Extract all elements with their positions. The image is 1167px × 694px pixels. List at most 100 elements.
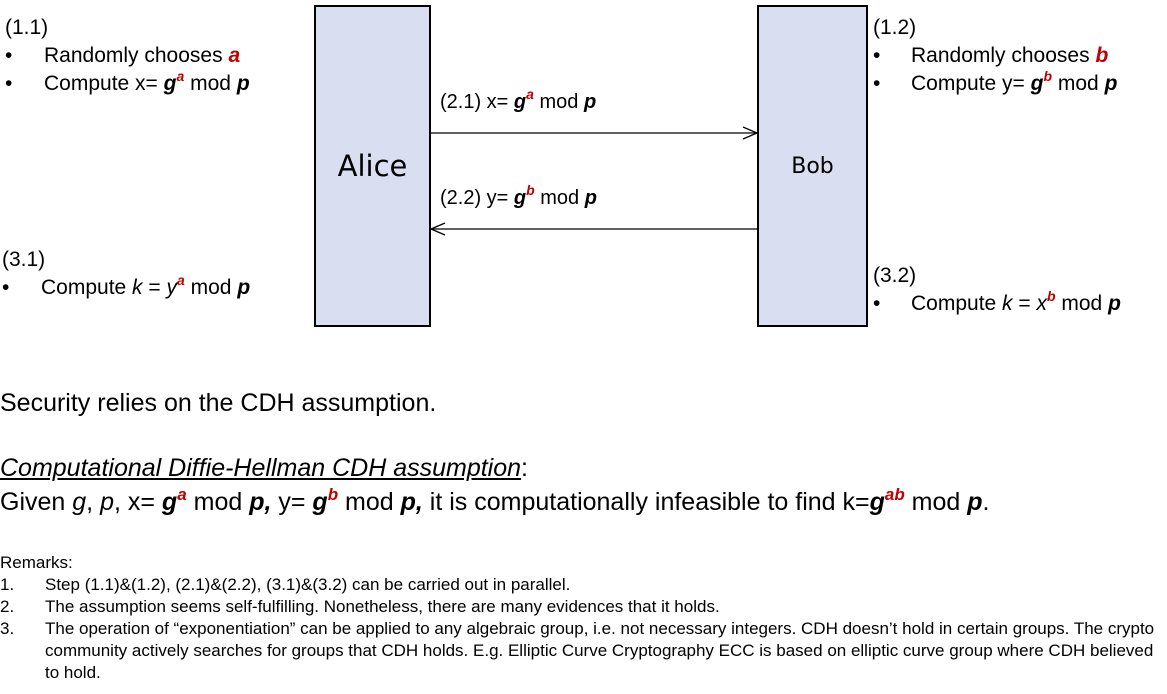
exp-a: a <box>177 485 187 504</box>
exp-a: a <box>176 68 185 84</box>
remarks-title: Remarks: <box>0 553 73 572</box>
compute-text: Compute <box>41 276 133 299</box>
modulus-p: p <box>967 488 983 516</box>
step-1-2-compute: • Compute y= gb mod p <box>873 68 1118 98</box>
modulus-p: p <box>237 276 251 299</box>
step-1-1-compute: • Compute x= ga mod p <box>5 68 250 98</box>
cdh-heading: Computational Diffie-Hellman CDH assumpt… <box>0 454 522 482</box>
mod-text: mod <box>533 91 584 113</box>
remark-item: 2. The assumption seems self-fulfilling. … <box>0 596 1160 618</box>
given-text: Given <box>0 488 73 516</box>
mod-text: mod <box>186 488 250 516</box>
step-1-2-choose: • Randomly chooses b <box>873 42 1117 70</box>
base-g: g <box>161 488 178 516</box>
compute-text: Compute <box>911 292 1003 315</box>
mod-text: mod <box>534 187 585 209</box>
exp-a: a <box>526 86 534 102</box>
compute-text: Compute x= <box>44 72 164 95</box>
modulus-p: p <box>1108 292 1121 315</box>
remark-number: 3. <box>0 619 15 638</box>
security-statement: Security relies on the CDH assumption. <box>0 389 437 417</box>
base-g: g <box>312 488 328 516</box>
remark-number: 1. <box>0 575 15 594</box>
step-3-2-header: (3.2) <box>873 264 917 287</box>
remark-item: 3. The operation of “exponentiation” can … <box>0 618 1160 684</box>
step-3-2-compute: • Compute k = xb mod p <box>873 288 1121 318</box>
message-2-2: (2.2) y= gb mod p <box>440 183 597 210</box>
remark-item: 1. Step (1.1)&(1.2), (2.1)&(2.2), (3.1)&(… <box>0 574 1160 596</box>
secret-b: b <box>1095 44 1109 67</box>
bullet: • <box>873 72 881 95</box>
step-3-2: (3.2) • Compute k = xb mod p <box>873 262 1121 318</box>
exp-b: b <box>327 485 339 504</box>
remark-number: 2. <box>0 597 15 616</box>
equals: = <box>142 276 167 299</box>
step-3-1-header: (3.1) <box>2 248 46 271</box>
secret-a: a <box>228 44 241 67</box>
modulus-p: p <box>583 91 597 113</box>
step-1-1-choose: • Randomly chooses a <box>5 42 250 70</box>
exp-b: b <box>526 182 535 198</box>
period: . <box>982 488 990 516</box>
exp-b: b <box>1043 68 1053 84</box>
key-k: k <box>1002 292 1013 315</box>
remark-text: The assumption seems self-fulfilling. No… <box>45 597 720 616</box>
alice-label: Alice <box>337 149 408 183</box>
modulus-p: p, <box>249 488 272 516</box>
infeasible-text: it is computationally infeasible to find… <box>422 488 870 516</box>
step-3-1: (3.1) • Compute k = ya mod p <box>2 246 250 302</box>
mod-text: mod <box>184 72 237 95</box>
bullet: • <box>5 44 13 67</box>
comma: , <box>86 488 101 516</box>
step-1-2-header: (1.2) <box>873 16 917 39</box>
var-g: g <box>72 488 87 516</box>
message-2-1: (2.1) x= ga mod p <box>440 87 597 114</box>
mod-text: mod <box>904 488 968 516</box>
exp-b: b <box>1046 288 1056 304</box>
mod-text: mod <box>184 276 238 299</box>
base-y: y <box>166 276 177 299</box>
mod-text: mod <box>338 488 401 516</box>
modulus-p: p <box>1104 72 1118 95</box>
bullet: • <box>873 44 881 67</box>
bob-box: Bob <box>757 5 868 327</box>
modulus-p: p, <box>400 488 423 516</box>
mod-text: mod <box>1052 72 1105 95</box>
base-g: g <box>163 72 177 95</box>
remark-text: The operation of “exponentiation” can be… <box>45 619 1155 682</box>
message-prefix: (2.2) y= <box>440 187 514 209</box>
var-p: p <box>100 488 114 516</box>
base-x: x <box>1036 292 1047 315</box>
step-1-1: (1.1) • Randomly chooses a • Compute x= ga… <box>5 14 250 98</box>
alice-box: Alice <box>314 5 431 327</box>
key-k: k <box>132 276 143 299</box>
x-prefix: , x= <box>113 488 162 516</box>
step-1-2: (1.2) • Randomly chooses b • Compute y= gb… <box>873 14 1117 98</box>
bullet: • <box>873 292 881 315</box>
base-g: g <box>1030 72 1044 95</box>
base-g: g <box>513 187 527 209</box>
exp-a: a <box>176 272 185 288</box>
step-3-1-compute: • Compute k = ya mod p <box>2 272 251 302</box>
step-1-1-header: (1.1) <box>5 16 49 39</box>
cdh-statement: Given g, p, x= ga mod p, y= gb mod p, it… <box>0 485 990 517</box>
mod-text: mod <box>1055 292 1109 315</box>
remark-text: Step (1.1)&(1.2), (2.1)&(2.2), (3.1)&(3.… <box>45 575 571 594</box>
bob-label: Bob <box>791 153 834 179</box>
remarks: Remarks: 1. Step (1.1)&(1.2), (2.1)&(2.2)… <box>0 552 1160 684</box>
exp-ab: ab <box>884 485 905 504</box>
choose-text: Randomly chooses <box>44 44 229 67</box>
arrowhead-left-icon <box>429 222 446 236</box>
modulus-p: p <box>584 187 597 209</box>
base-g: g <box>513 91 527 113</box>
modulus-p: p <box>236 72 250 95</box>
y-prefix: y= <box>271 488 313 516</box>
message-prefix: (2.1) x= <box>440 91 514 113</box>
equals: = <box>1012 292 1037 315</box>
base-g: g <box>869 488 885 516</box>
arrowhead-right-icon <box>742 126 759 140</box>
cdh-heading-line: Computational Diffie-Hellman CDH assumpt… <box>0 454 528 483</box>
bullet: • <box>5 72 13 95</box>
compute-text: Compute y= <box>911 72 1031 95</box>
